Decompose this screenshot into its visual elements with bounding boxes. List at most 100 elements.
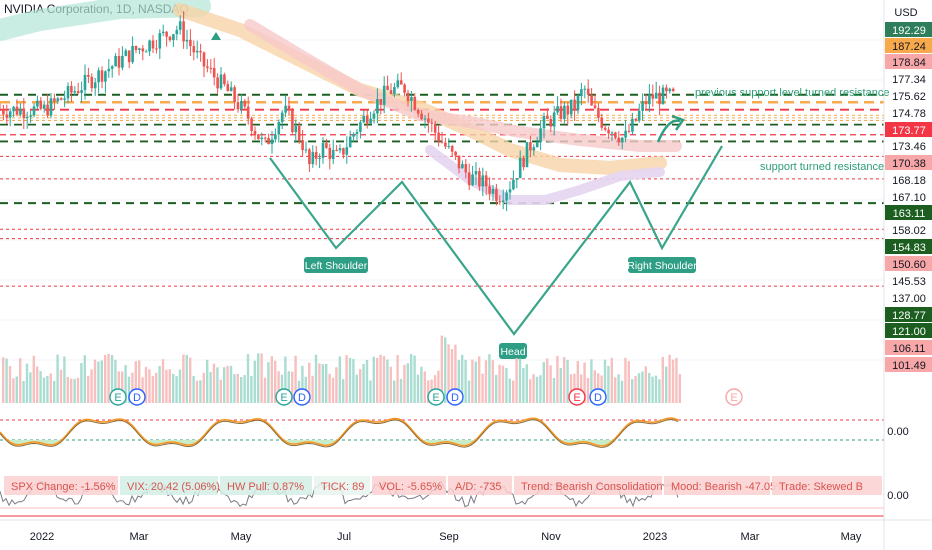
volume-bar: [287, 371, 290, 403]
candle-body: [600, 117, 604, 128]
volume-bar: [49, 373, 52, 403]
info-cell-bg: [448, 476, 512, 495]
price-tick: 192.29: [885, 22, 932, 37]
candle-body: [549, 118, 553, 127]
candle-body: [209, 67, 213, 69]
candle-body: [90, 76, 94, 89]
volume-bar: [464, 359, 467, 403]
candle-body: [648, 94, 651, 105]
candle-body: [318, 157, 321, 159]
price-tick-bg: [885, 122, 932, 137]
volume-bar: [454, 344, 457, 403]
candle-body: [624, 130, 627, 138]
volume-bar: [484, 360, 488, 403]
volume-bar: [566, 359, 569, 403]
volume-bar: [607, 365, 610, 403]
candle-body: [610, 132, 614, 134]
candle-body: [518, 157, 522, 179]
candle-body: [311, 152, 315, 165]
price-tick-label: 150.60: [892, 259, 926, 271]
price-tick-label: 163.11: [893, 208, 926, 220]
volume-bar: [236, 373, 239, 403]
candle-body: [525, 142, 529, 168]
osc-fill: [447, 440, 450, 442]
candle-body: [216, 77, 219, 89]
volume-bar: [165, 369, 168, 403]
volume-bar: [535, 376, 539, 403]
candle-body: [352, 133, 355, 137]
volume-bar: [127, 376, 131, 403]
earnings-marker-text: E: [114, 392, 121, 404]
candle-body: [410, 96, 413, 102]
earnings-marker-circle: [128, 388, 146, 406]
candle-body: [467, 172, 471, 186]
annotation-resistance: previous support level turned resistance: [695, 87, 889, 99]
osc-fill: [603, 440, 606, 446]
osc-value-label: 0.00: [887, 426, 908, 438]
volume-bar: [138, 360, 141, 403]
osc-fill: [462, 440, 465, 446]
volume-bar: [352, 358, 355, 403]
volume-bar: [311, 375, 314, 403]
volume-bar: [202, 372, 205, 403]
volume-bar: [661, 357, 664, 403]
volume-bar: [444, 337, 447, 403]
candle-body: [280, 112, 284, 123]
volume-bar: [447, 344, 450, 403]
volume-bar: [117, 371, 120, 403]
osc-fill: [435, 440, 438, 444]
info-cell: TICK: 89: [314, 476, 370, 495]
osc-fill: [669, 418, 672, 420]
candle-body: [631, 118, 634, 132]
osc-fill: [579, 440, 582, 443]
osc-fill: [15, 440, 18, 445]
volume-bar: [413, 355, 416, 403]
currency-label: USD: [894, 7, 917, 19]
price-tick-bg: [885, 54, 932, 69]
osc-fill: [309, 440, 312, 442]
volume-bar: [253, 360, 256, 403]
candle-body: [668, 88, 672, 92]
candle-body: [634, 118, 638, 121]
volume-bar: [359, 369, 362, 403]
osc-fill: [666, 418, 669, 420]
volume-bar: [73, 379, 76, 403]
osc-fill: [306, 440, 309, 443]
osc-fill: [315, 440, 318, 443]
osc-fill: [453, 440, 456, 443]
volume-bar: [328, 373, 331, 403]
osc-fill: [285, 440, 288, 442]
price-tick-bg: [885, 256, 932, 271]
osc-fill: [600, 440, 603, 446]
x-tick-label: Sep: [439, 531, 459, 543]
candle-body: [641, 101, 644, 111]
earnings-marker-circle: [109, 388, 127, 406]
volume-bar: [246, 354, 250, 403]
candle-body: [195, 50, 199, 53]
volume-bar: [529, 379, 532, 403]
volume-bar: [593, 370, 596, 403]
candle-body: [335, 149, 338, 151]
candle-body: [508, 189, 512, 193]
volume-bar: [22, 380, 25, 403]
price-tick-label: 101.49: [892, 360, 926, 372]
volume-bar: [182, 354, 185, 403]
price-tick-label: 168.18: [892, 175, 926, 187]
candle-body: [117, 56, 121, 68]
candle-body: [423, 118, 427, 120]
candle-body: [80, 90, 83, 93]
candle-body: [8, 111, 12, 118]
volume-bar: [461, 354, 464, 403]
volume-bar: [219, 379, 222, 403]
candle-body: [529, 142, 532, 151]
info-cell-text: Mood: Bearish -47.05%: [671, 481, 786, 493]
x-tick-label: May: [841, 531, 862, 543]
volume-bar: [114, 359, 117, 403]
price-tick-bg: [885, 38, 932, 53]
volume-bar: [355, 374, 358, 403]
price-tick-label: 158.02: [892, 225, 926, 237]
left-shoulder-badge: Left Shoulder: [304, 257, 368, 273]
info-cell: A/D: -735: [448, 476, 512, 495]
volume-bar: [491, 360, 494, 403]
